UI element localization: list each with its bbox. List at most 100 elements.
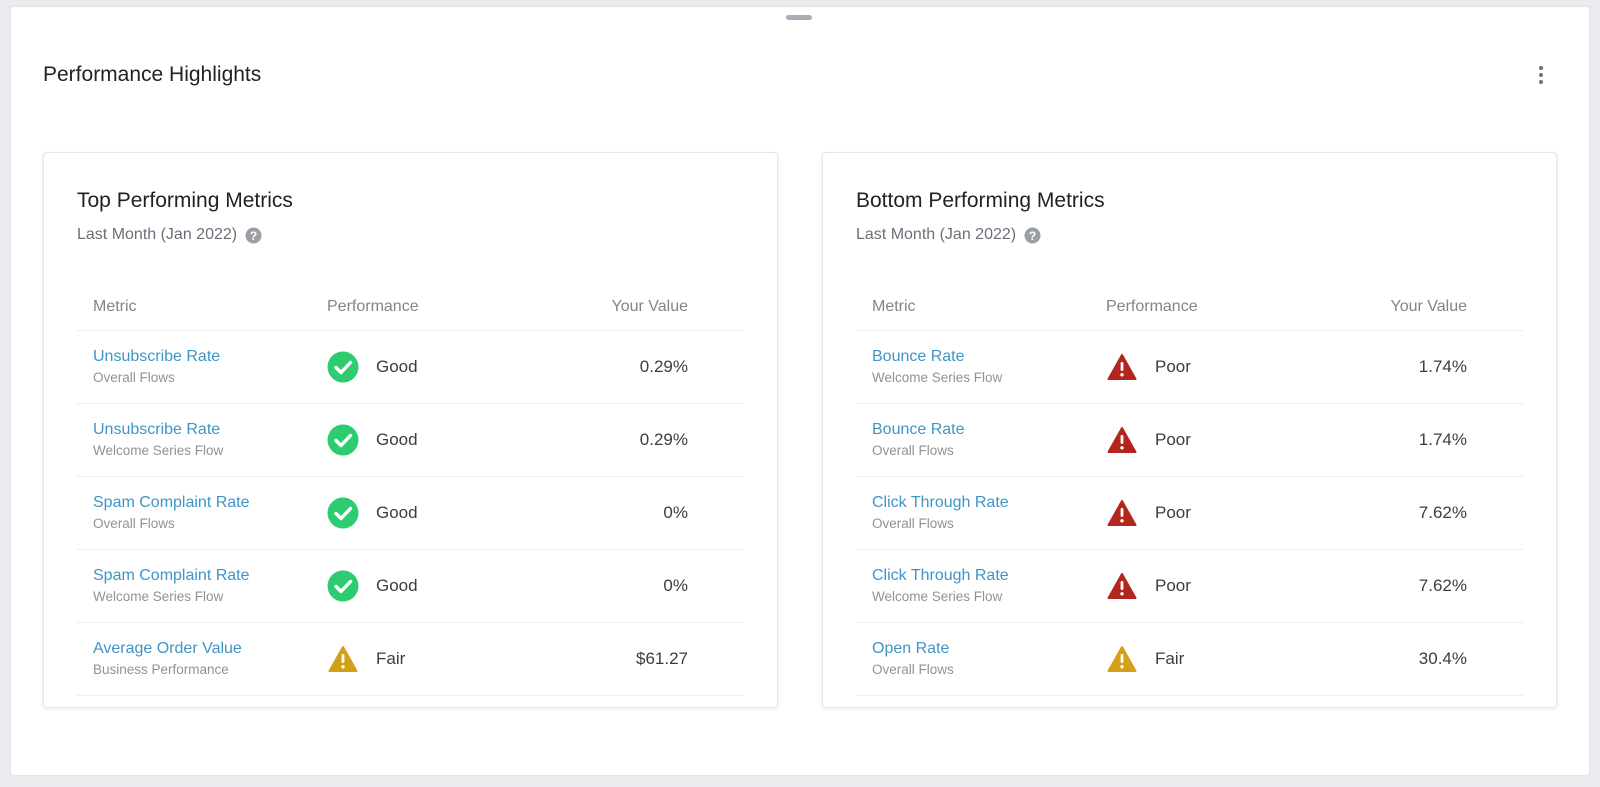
- warning-triangle-icon: [1106, 643, 1138, 675]
- metric-cell: Unsubscribe Rate Overall Flows: [77, 347, 327, 387]
- value-cell: 1.74%: [1366, 357, 1523, 377]
- column-header-value: Your Value: [611, 297, 688, 315]
- performance-highlights-card: Performance Highlights Top Performing Me…: [11, 7, 1589, 775]
- metric-cell: Open Rate Overall Flows: [856, 639, 1106, 679]
- table-row: Spam Complaint Rate Overall Flows Good 0…: [77, 477, 744, 550]
- table-row: Average Order Value Business Performance…: [77, 623, 744, 696]
- value-cell: 0.29%: [587, 357, 744, 377]
- warning-triangle-icon: [327, 643, 359, 675]
- column-header-performance: Performance: [1106, 297, 1198, 315]
- column-header-metric: Metric: [872, 297, 916, 315]
- check-circle-icon: [327, 497, 359, 529]
- performance-cell: Fair: [1106, 643, 1366, 675]
- status-label: Good: [376, 503, 418, 522]
- table-row: Click Through Rate Overall Flows Poor 7.…: [856, 477, 1523, 550]
- metric-link[interactable]: Open Rate: [872, 640, 950, 657]
- performance-cell: Good: [327, 351, 587, 383]
- metrics-table: Metric Performance Your Value Bounce Rat…: [856, 283, 1523, 696]
- metric-link[interactable]: Click Through Rate: [872, 494, 1009, 511]
- performance-cell: Poor: [1106, 570, 1366, 602]
- section-title: Performance Highlights: [43, 63, 262, 86]
- panel-subtitle: Last Month (Jan 2022) ?: [77, 226, 262, 244]
- bottom-performing-panel: Bottom Performing Metrics Last Month (Ja…: [822, 152, 1557, 708]
- metric-cell: Click Through Rate Overall Flows: [856, 493, 1106, 533]
- performance-cell: Poor: [1106, 424, 1366, 456]
- metric-value: 7.62%: [1418, 503, 1467, 522]
- column-header-metric: Metric: [93, 297, 137, 315]
- metric-link[interactable]: Average Order Value: [93, 640, 242, 657]
- metric-cell: Average Order Value Business Performance: [77, 639, 327, 679]
- metric-value: 1.74%: [1418, 357, 1467, 376]
- svg-text:?: ?: [1029, 228, 1036, 242]
- metric-link[interactable]: Spam Complaint Rate: [93, 494, 250, 511]
- alert-triangle-icon: [1106, 570, 1138, 602]
- status-label: Poor: [1155, 357, 1191, 376]
- column-header-value: Your Value: [1390, 297, 1467, 315]
- value-cell: 7.62%: [1366, 576, 1523, 596]
- metric-value: 0.29%: [639, 430, 688, 449]
- metric-value: $61.27: [636, 649, 688, 668]
- help-icon[interactable]: ?: [245, 227, 262, 244]
- table-row: Click Through Rate Welcome Series Flow P…: [856, 550, 1523, 623]
- status-label: Fair: [376, 649, 406, 668]
- metric-link[interactable]: Bounce Rate: [872, 421, 965, 438]
- panel-title: Top Performing Metrics: [77, 189, 293, 212]
- metric-scope: Overall Flows: [872, 662, 954, 677]
- metric-cell: Spam Complaint Rate Overall Flows: [77, 493, 327, 533]
- metric-link[interactable]: Spam Complaint Rate: [93, 567, 250, 584]
- metric-cell: Bounce Rate Welcome Series Flow: [856, 347, 1106, 387]
- performance-cell: Poor: [1106, 351, 1366, 383]
- metric-scope: Welcome Series Flow: [872, 370, 1003, 385]
- value-cell: 0%: [587, 576, 744, 596]
- table-row: Unsubscribe Rate Welcome Series Flow Goo…: [77, 404, 744, 477]
- table-row: Bounce Rate Overall Flows Poor 1.74%: [856, 404, 1523, 477]
- metric-scope: Overall Flows: [872, 443, 954, 458]
- check-circle-icon: [327, 570, 359, 602]
- status-label: Fair: [1155, 649, 1185, 668]
- metric-link[interactable]: Click Through Rate: [872, 567, 1009, 584]
- status-label: Poor: [1155, 576, 1191, 595]
- value-cell: 7.62%: [1366, 503, 1523, 523]
- svg-text:?: ?: [250, 228, 257, 242]
- date-range-label: Last Month (Jan 2022): [77, 226, 238, 243]
- metric-value: 7.62%: [1418, 576, 1467, 595]
- top-performing-panel: Top Performing Metrics Last Month (Jan 2…: [43, 152, 778, 708]
- table-row: Open Rate Overall Flows Fair 30.4%: [856, 623, 1523, 696]
- value-cell: 1.74%: [1366, 430, 1523, 450]
- metric-value: 1.74%: [1418, 430, 1467, 449]
- metric-scope: Overall Flows: [872, 516, 954, 531]
- metric-scope: Overall Flows: [93, 516, 175, 531]
- panel-title: Bottom Performing Metrics: [856, 189, 1105, 212]
- metric-cell: Bounce Rate Overall Flows: [856, 420, 1106, 460]
- metric-scope: Welcome Series Flow: [872, 589, 1003, 604]
- metric-value: 0%: [663, 503, 688, 522]
- check-circle-icon: [327, 351, 359, 383]
- metric-value: 30.4%: [1418, 649, 1467, 668]
- drag-handle[interactable]: [786, 15, 812, 20]
- metric-link[interactable]: Bounce Rate: [872, 348, 965, 365]
- metrics-table: Metric Performance Your Value Unsubscrib…: [77, 283, 744, 696]
- status-label: Good: [376, 430, 418, 449]
- performance-cell: Good: [327, 497, 587, 529]
- performance-cell: Poor: [1106, 497, 1366, 529]
- check-circle-icon: [327, 424, 359, 456]
- performance-cell: Good: [327, 424, 587, 456]
- more-options-icon[interactable]: [1529, 61, 1553, 89]
- metric-cell: Unsubscribe Rate Welcome Series Flow: [77, 420, 327, 460]
- alert-triangle-icon: [1106, 424, 1138, 456]
- metric-link[interactable]: Unsubscribe Rate: [93, 421, 221, 438]
- metric-scope: Overall Flows: [93, 370, 175, 385]
- help-icon[interactable]: ?: [1024, 227, 1041, 244]
- status-label: Poor: [1155, 503, 1191, 522]
- status-label: Good: [376, 576, 418, 595]
- metric-cell: Click Through Rate Welcome Series Flow: [856, 566, 1106, 606]
- table-row: Spam Complaint Rate Welcome Series Flow …: [77, 550, 744, 623]
- date-range-label: Last Month (Jan 2022): [856, 226, 1017, 243]
- value-cell: 30.4%: [1366, 649, 1523, 669]
- metric-link[interactable]: Unsubscribe Rate: [93, 348, 221, 365]
- table-header: Metric Performance Your Value: [77, 283, 744, 331]
- alert-triangle-icon: [1106, 497, 1138, 529]
- table-row: Unsubscribe Rate Overall Flows Good 0.29…: [77, 331, 744, 404]
- column-header-performance: Performance: [327, 297, 419, 315]
- metric-scope: Business Performance: [93, 662, 229, 677]
